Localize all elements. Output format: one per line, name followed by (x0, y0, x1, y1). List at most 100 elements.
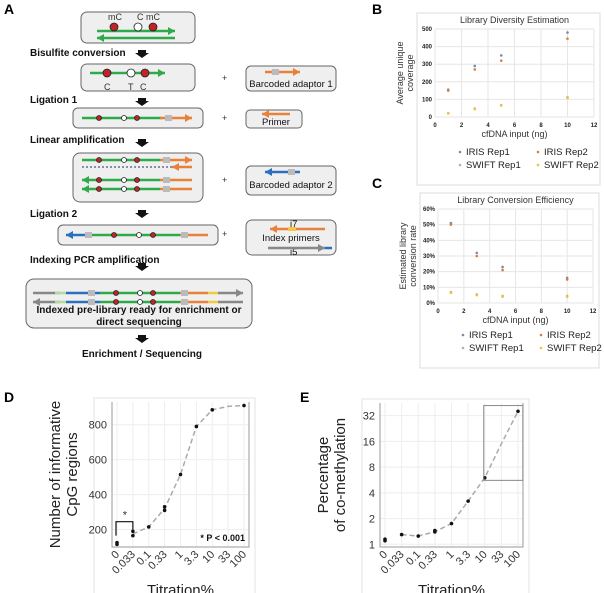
step-ligation2: Ligation 2 (30, 209, 78, 220)
data-point-iris-rep2 (499, 59, 503, 62)
x-tick-label: 0 (436, 309, 440, 315)
barcode-marker (165, 115, 172, 121)
data-point (115, 540, 119, 545)
data-point-iris-rep2 (446, 89, 450, 92)
fit-curve-dashed (401, 410, 519, 537)
x-tick-label: 0.33 (146, 549, 170, 573)
x-tick-label: 4 (486, 123, 490, 129)
barcode-marker (88, 290, 95, 296)
y-tick-label: 2 (369, 514, 375, 526)
y-tick-label: 50% (423, 223, 436, 229)
methyl-c-marker (96, 177, 102, 183)
data-point (178, 472, 183, 477)
step-bisulfite: Bisulfite conversion (30, 48, 126, 59)
barcode-marker (88, 299, 95, 305)
y-tick-label: 100 (422, 97, 433, 103)
chart-title: Library Diversity Estimation (460, 15, 569, 25)
data-point-iris-rep2 (501, 268, 504, 272)
methyl-c-marker (96, 115, 102, 121)
data-point (449, 521, 454, 526)
legend-marker (536, 163, 540, 167)
data-point-swift-rep2 (501, 295, 504, 299)
methyl-c-marker (113, 290, 119, 296)
down-arrow-icon (135, 210, 149, 218)
data-point (516, 409, 520, 414)
i5-label: i5 (290, 247, 297, 258)
significance-bracket (115, 521, 134, 536)
step-enrichment: Enrichment / Sequencing (82, 349, 202, 360)
methyl-c-marker (134, 157, 140, 163)
amp-adaptor-1-arrowhead (185, 156, 192, 164)
prelibrary-text-2: direct sequencing (96, 317, 182, 328)
y-axis-label: of co-methylation (332, 418, 349, 532)
step-ligation1: Ligation 1 (30, 95, 78, 106)
x-axis-label: Titration% (418, 582, 485, 593)
panel-label-d: D (4, 389, 14, 405)
x-tick-label: 100 (502, 549, 523, 570)
i7-marker (288, 227, 296, 231)
x-tick-label: 8 (540, 309, 544, 315)
x-tick-label: 12 (590, 309, 597, 315)
x-tick-label: 6 (513, 123, 517, 129)
down-arrow-icon (135, 98, 149, 106)
plus-1: + (222, 73, 227, 83)
y-tick-label: 800 (89, 420, 107, 432)
x-tick-label: 2 (460, 123, 464, 129)
legend-marker (539, 346, 543, 350)
x-tick-label: 0.33 (416, 549, 440, 573)
prelibrary-text-1: Indexed pre-library ready for enrichment… (36, 305, 241, 316)
x-tick-label: 100 (228, 549, 249, 570)
methyl-c-marker (150, 290, 156, 296)
data-point-iris-rep1 (473, 64, 477, 68)
base-c: C (104, 82, 111, 92)
step-linear-amp: Linear amplification (30, 135, 124, 146)
y-axis-label: conversion rate (408, 225, 418, 287)
legend-marker (539, 333, 543, 337)
data-point (146, 525, 151, 529)
methyl-c-marker (96, 157, 102, 163)
y-tick-label: 4 (369, 488, 375, 500)
data-point-iris-rep2 (473, 68, 477, 71)
index-grey-arrowhead (33, 298, 40, 306)
down-arrow-icon (135, 50, 149, 58)
legend-label: IRIS Rep1 (469, 330, 513, 341)
x-tick-label: 8 (539, 123, 543, 129)
y-tick-label: 10% (423, 285, 436, 291)
scatter-chart-b: Library Diversity Estimation 0 2 4 6 8 10 12 0 10… (395, 12, 601, 186)
x-axis-label: cfDNA input (ng) (482, 315, 548, 325)
x-tick-label: 3.3 (182, 549, 201, 568)
data-point-swift-rep2 (566, 96, 569, 100)
y-tick-label: 500 (422, 27, 433, 33)
panel-label-c: C (372, 175, 382, 191)
chart-frame (361, 398, 530, 593)
unmethyl-c-marker (136, 232, 142, 238)
scatter-chart-c: Library Conversion Efficiency 0 2 4 6 8 10 12 0%… (398, 192, 602, 369)
y-tick-label: 200 (89, 525, 107, 537)
y-axis-label: Percentage (315, 437, 332, 514)
adaptor1-label: Barcoded adaptor 1 (249, 79, 332, 90)
methyl-c-marker (150, 232, 156, 238)
legend-marker (458, 150, 462, 154)
down-arrow-icon (135, 335, 149, 343)
barcode-marker (163, 177, 170, 183)
base-t: T (128, 82, 134, 92)
methyl-c-marker (150, 299, 156, 305)
unmethyl-c-marker (137, 290, 143, 296)
chart-frame (416, 12, 601, 186)
x-tick-label: 10 (473, 549, 490, 566)
plus-4: + (222, 229, 227, 239)
adaptor1-strand-arrowhead (185, 114, 192, 122)
y-tick-label: 0 (429, 115, 433, 121)
bottom-strand-arrowhead (97, 34, 104, 42)
x-tick-label: 4 (488, 309, 492, 315)
panel-label-a: A (4, 1, 14, 17)
y-tick-label: 40% (423, 238, 436, 244)
methyl-c-marker (113, 299, 119, 305)
significance-star: * (123, 510, 128, 522)
data-point-iris-rep1 (566, 31, 569, 34)
mc-label-2: mC (146, 12, 160, 22)
panel-label-e: E (300, 389, 309, 405)
unmethyl-c-marker (126, 68, 136, 78)
c-label: C (137, 12, 144, 22)
methyl-c-marker (102, 68, 112, 78)
